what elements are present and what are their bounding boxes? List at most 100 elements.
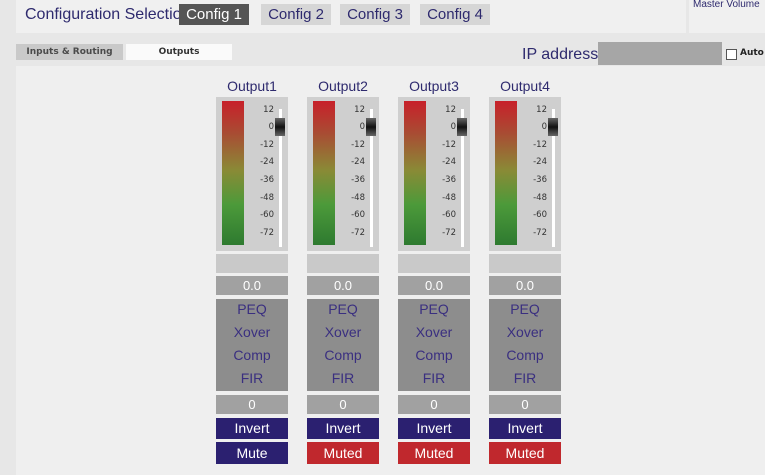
level-meter: 12 0 -12 -24 -36 -48 -60 -72	[489, 97, 561, 251]
meter-scale-tick: 0	[359, 122, 365, 132]
output-strip: Output4 12 0 -12 -24 -36 -48 -60 -72 0.0 PEQ Xover C…	[489, 78, 561, 465]
meter-scale-tick: -12	[260, 140, 274, 150]
fader-handle[interactable]	[366, 118, 376, 136]
level-value[interactable]: 0.0	[216, 276, 288, 295]
outputs-panel	[16, 66, 765, 475]
fir-button[interactable]: FIR	[331, 370, 355, 386]
meter-scale-tick: -12	[533, 140, 547, 150]
meter-scale-tick: -36	[442, 175, 456, 185]
meter-scale: 12 0 -12 -24 -36 -48 -60 -72	[256, 105, 276, 245]
meter-scale-tick: 12	[263, 105, 274, 115]
xover-button[interactable]: Xover	[415, 324, 453, 340]
meter-scale-tick: -48	[442, 193, 456, 203]
tab-row: Inputs & Routing Outputs IP address: Aut…	[16, 41, 765, 66]
master-volume-label: Master Volume	[693, 0, 760, 10]
invert-button[interactable]: Invert	[489, 418, 561, 439]
fader-handle[interactable]	[275, 118, 285, 136]
meter-scale: 12 0 -12 -24 -36 -48 -60 -72	[438, 105, 458, 245]
meter-scale-tick: -60	[533, 210, 547, 220]
fader-track[interactable]	[461, 109, 464, 247]
meter-scale-tick: -24	[260, 157, 274, 167]
meter-scale-tick: -12	[351, 140, 365, 150]
meter-scale: 12 0 -12 -24 -36 -48 -60 -72	[347, 105, 367, 245]
meter-scale-tick: -36	[533, 175, 547, 185]
gain-value[interactable]: 0	[398, 395, 470, 414]
gain-value[interactable]: 0	[216, 395, 288, 414]
xover-button[interactable]: Xover	[233, 324, 271, 340]
output-strip: Output2 12 0 -12 -24 -36 -48 -60 -72 0.0 PEQ Xover C…	[307, 78, 379, 465]
label-box	[489, 254, 561, 273]
fader-handle[interactable]	[548, 118, 558, 136]
comp-button[interactable]: Comp	[506, 347, 544, 363]
fir-button[interactable]: FIR	[513, 370, 537, 386]
ip-address-input[interactable]	[598, 42, 722, 65]
config-3-button[interactable]: Config 3	[340, 4, 410, 25]
config-1-button[interactable]: Config 1	[179, 4, 249, 25]
processing-panel: PEQ Xover Comp FIR	[489, 299, 561, 391]
meter-scale-tick: -60	[260, 210, 274, 220]
meter-scale-tick: -36	[260, 175, 274, 185]
label-box	[398, 254, 470, 273]
meter-scale-tick: -60	[351, 210, 365, 220]
output-name: Output4	[500, 78, 550, 94]
gain-value[interactable]: 0	[489, 395, 561, 414]
comp-button[interactable]: Comp	[233, 347, 271, 363]
level-value[interactable]: 0.0	[307, 276, 379, 295]
gain-value[interactable]: 0	[307, 395, 379, 414]
peq-button[interactable]: PEQ	[237, 301, 267, 317]
level-meter: 12 0 -12 -24 -36 -48 -60 -72	[307, 97, 379, 251]
master-volume-panel: Master Volume	[689, 0, 765, 33]
meter-scale-tick: -72	[442, 228, 456, 238]
ip-address-label: IP address:	[522, 46, 603, 63]
mute-button[interactable]: Mute	[216, 442, 288, 464]
config-2-button[interactable]: Config 2	[261, 4, 331, 25]
meter-scale-tick: -24	[442, 157, 456, 167]
level-meter: 12 0 -12 -24 -36 -48 -60 -72	[398, 97, 470, 251]
meter-scale-tick: 12	[445, 105, 456, 115]
peq-button[interactable]: PEQ	[328, 301, 358, 317]
auto-label: Auto	[740, 48, 764, 58]
fader-track[interactable]	[370, 109, 373, 247]
mute-button[interactable]: Muted	[489, 442, 561, 464]
mute-button[interactable]: Muted	[398, 442, 470, 464]
xover-button[interactable]: Xover	[324, 324, 362, 340]
output-strip: Output1 12 0 -12 -24 -36 -48 -60 -72 0.0 PEQ Xover C…	[216, 78, 288, 465]
meter-scale-tick: 12	[354, 105, 365, 115]
meter-bar	[222, 101, 244, 245]
tab-outputs[interactable]: Outputs	[126, 44, 232, 60]
meter-scale-tick: 0	[450, 122, 456, 132]
meter-scale-tick: -72	[351, 228, 365, 238]
peq-button[interactable]: PEQ	[510, 301, 540, 317]
comp-button[interactable]: Comp	[415, 347, 453, 363]
meter-scale-tick: 0	[268, 122, 274, 132]
invert-button[interactable]: Invert	[216, 418, 288, 439]
fader-handle[interactable]	[457, 118, 467, 136]
peq-button[interactable]: PEQ	[419, 301, 449, 317]
auto-checkbox[interactable]	[726, 49, 737, 60]
meter-scale-tick: -48	[351, 193, 365, 203]
xover-button[interactable]: Xover	[506, 324, 544, 340]
mute-button[interactable]: Muted	[307, 442, 379, 464]
meter-scale-tick: -60	[442, 210, 456, 220]
tab-inputs-routing[interactable]: Inputs & Routing	[16, 44, 123, 60]
fader-track[interactable]	[552, 109, 555, 247]
meter-scale: 12 0 -12 -24 -36 -48 -60 -72	[529, 105, 549, 245]
fir-button[interactable]: FIR	[240, 370, 264, 386]
config-selection-bar: Configuration Selection: Config 1 Config…	[16, 0, 686, 33]
label-box	[216, 254, 288, 273]
level-value[interactable]: 0.0	[398, 276, 470, 295]
output-name: Output1	[227, 78, 277, 94]
meter-scale-tick: -48	[533, 193, 547, 203]
fir-button[interactable]: FIR	[422, 370, 446, 386]
output-name: Output2	[318, 78, 368, 94]
meter-bar	[404, 101, 426, 245]
level-value[interactable]: 0.0	[489, 276, 561, 295]
invert-button[interactable]: Invert	[398, 418, 470, 439]
processing-panel: PEQ Xover Comp FIR	[307, 299, 379, 391]
comp-button[interactable]: Comp	[324, 347, 362, 363]
label-box	[307, 254, 379, 273]
fader-track[interactable]	[279, 109, 282, 247]
config-4-button[interactable]: Config 4	[420, 4, 490, 25]
meter-scale-tick: -24	[533, 157, 547, 167]
invert-button[interactable]: Invert	[307, 418, 379, 439]
